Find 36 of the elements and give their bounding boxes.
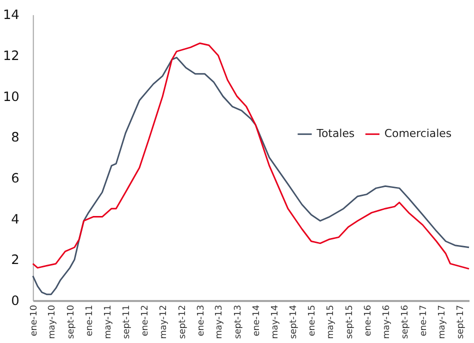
y-tick-label: 14 bbox=[2, 8, 20, 24]
y-tick-label: 8 bbox=[11, 130, 20, 146]
line-series bbox=[32, 42, 470, 270]
x-tick-label: sept-13 bbox=[233, 304, 244, 339]
x-tick-label: sept-15 bbox=[344, 304, 355, 339]
x-tick-label: ene-13 bbox=[196, 304, 206, 336]
x-tick-label: may-14 bbox=[270, 304, 280, 339]
line-series bbox=[32, 56, 470, 296]
x-tick-label: sept-12 bbox=[178, 304, 188, 339]
y-tick-label: 12 bbox=[2, 48, 20, 64]
x-tick-label: may-17 bbox=[437, 304, 448, 339]
x-tick-label: may-13 bbox=[214, 304, 225, 339]
y-tick-label: 0 bbox=[11, 294, 20, 309]
x-tick-label: sept-16 bbox=[400, 304, 411, 339]
x-tick-label: sept-11 bbox=[122, 304, 132, 339]
x-tick-label: ene-16 bbox=[363, 304, 374, 336]
x-tick-label: ene-10 bbox=[29, 304, 40, 336]
legend-label: Comerciales bbox=[384, 127, 452, 140]
x-tick-label: may-12 bbox=[159, 304, 170, 339]
y-tick-label: 6 bbox=[11, 171, 20, 186]
x-tick-label: ene-15 bbox=[308, 304, 318, 336]
x-tick-label: sept-10 bbox=[66, 304, 76, 339]
x-tick-label: may-11 bbox=[103, 304, 114, 339]
x-tick-label: may-16 bbox=[382, 304, 392, 339]
legend-label: Totales bbox=[316, 127, 355, 140]
x-tick-label: may-10 bbox=[48, 304, 58, 339]
x-tick-label: ene-12 bbox=[140, 304, 151, 336]
x-tick-label: sept-17 bbox=[456, 304, 466, 339]
x-tick-label: may-15 bbox=[326, 304, 336, 339]
y-tick-label: 10 bbox=[2, 90, 20, 105]
y-tick-label: 2 bbox=[11, 253, 20, 268]
x-tick-label: sept-14 bbox=[289, 304, 300, 339]
x-tick-label: ene-11 bbox=[84, 304, 95, 336]
x-tick-label: ene-14 bbox=[252, 304, 262, 336]
x-tick-label: ene-17 bbox=[419, 304, 430, 336]
y-tick-label: 4 bbox=[11, 212, 20, 228]
